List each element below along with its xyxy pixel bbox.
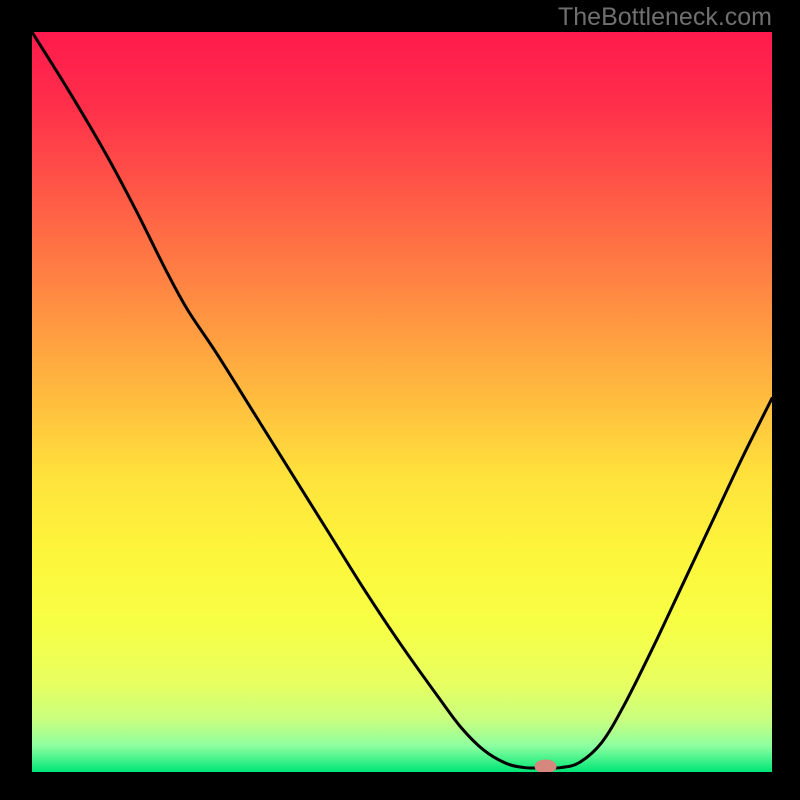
- bottleneck-curve: [32, 32, 772, 768]
- plot-area: [32, 32, 772, 772]
- optimal-point-marker: [535, 759, 557, 772]
- chart-frame: TheBottleneck.com: [0, 0, 800, 800]
- watermark-text: TheBottleneck.com: [558, 3, 772, 32]
- curve-layer: [32, 32, 772, 772]
